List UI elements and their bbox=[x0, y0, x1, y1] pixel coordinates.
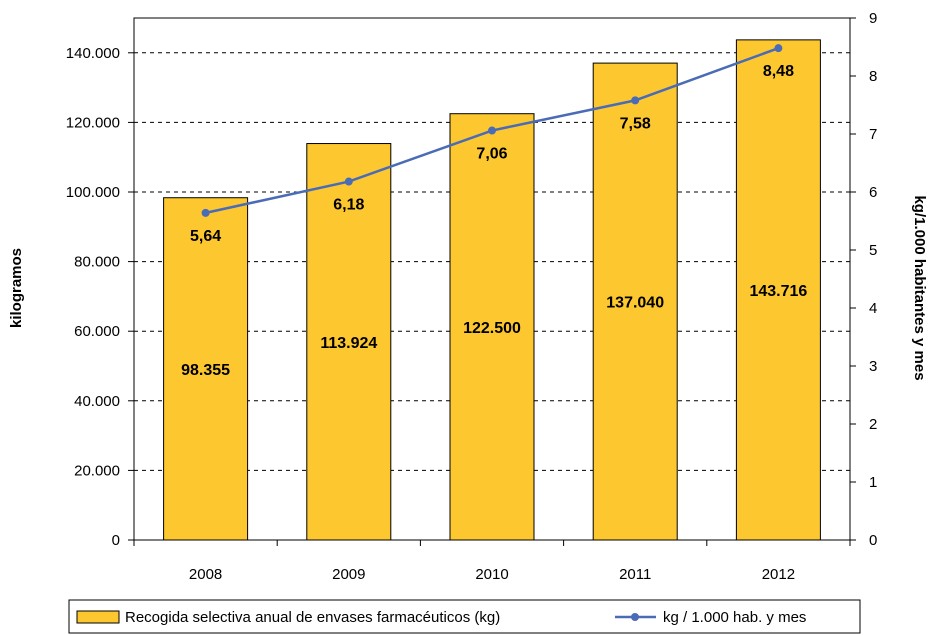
line-point-label: 5,64 bbox=[190, 228, 221, 245]
left-axis-tick-label: 60.000 bbox=[74, 323, 120, 340]
bar-value-label: 143.716 bbox=[749, 283, 807, 300]
left-axis-tick-label: 100.000 bbox=[66, 184, 120, 201]
right-axis-tick-label: 9 bbox=[869, 10, 877, 27]
right-axis-tick-label: 0 bbox=[869, 532, 877, 549]
bar bbox=[449, 113, 535, 541]
right-axis-tick-label: 6 bbox=[869, 184, 877, 201]
line-point bbox=[344, 177, 353, 186]
x-axis-ticks: 2008 2009 2010 2011 2012 bbox=[133, 540, 851, 583]
bar bbox=[592, 62, 678, 541]
line-point-label: 7,06 bbox=[476, 146, 507, 163]
x-axis-category-label: 2011 bbox=[619, 566, 651, 583]
left-axis-ticks: 0 20.000 40.000 60.000 80.000 100.000 120.000 1… bbox=[66, 45, 134, 549]
right-axis-tick-label: 5 bbox=[869, 242, 877, 259]
left-axis-tick-label: 140.000 bbox=[66, 45, 120, 62]
bar bbox=[306, 143, 392, 541]
x-axis-category-label: 2010 bbox=[475, 566, 508, 583]
legend-line-label: kg / 1.000 hab. y mes bbox=[663, 609, 806, 626]
right-axis-tick-label: 3 bbox=[869, 358, 877, 375]
right-axis-tick-label: 1 bbox=[869, 474, 877, 491]
right-axis-ticks: 0 1 2 3 4 5 6 7 8 9 bbox=[850, 10, 877, 549]
line-point-label: 8,48 bbox=[763, 63, 794, 80]
left-axis-tick-label: 20.000 bbox=[74, 462, 120, 479]
right-axis-tick-label: 8 bbox=[869, 68, 877, 85]
right-axis-tick-label: 7 bbox=[869, 126, 877, 143]
line-point-label: 6,18 bbox=[333, 197, 364, 214]
right-axis-tick-label: 2 bbox=[869, 416, 877, 433]
bar-value-label: 122.500 bbox=[463, 320, 521, 337]
line-series: 5,64 6,18 7,06 7,58 8,48 bbox=[190, 44, 794, 245]
x-axis-category-label: 2012 bbox=[762, 566, 795, 583]
bar-value-labels: 98.355 113.924 122.500 137.040 143.716 bbox=[181, 283, 807, 379]
bar-value-label: 137.040 bbox=[606, 295, 664, 312]
left-axis-tick-label: 120.000 bbox=[66, 114, 120, 131]
right-axis-tick-label: 4 bbox=[869, 300, 877, 317]
bar bbox=[163, 197, 249, 541]
legend: Recogida selectiva anual de envases farm… bbox=[68, 599, 861, 634]
x-axis-category-label: 2009 bbox=[332, 566, 365, 583]
bar-value-label: 113.924 bbox=[320, 335, 377, 352]
axes bbox=[133, 17, 851, 541]
bar bbox=[735, 39, 821, 541]
legend-box bbox=[68, 599, 861, 634]
line-point bbox=[201, 208, 210, 217]
line-point bbox=[774, 44, 783, 53]
legend-line-marker bbox=[631, 613, 639, 621]
line-point bbox=[488, 126, 496, 135]
x-axis-category-label: 2008 bbox=[189, 566, 222, 583]
left-axis-tick-label: 80.000 bbox=[74, 254, 120, 271]
left-axis-title: kilogramos bbox=[8, 248, 25, 328]
legend-bar-swatch bbox=[76, 610, 120, 624]
bar-series bbox=[163, 39, 821, 541]
right-axis-title: kg/1.000 habitantes y mes bbox=[911, 195, 928, 380]
bar-value-label: 98.355 bbox=[181, 362, 230, 379]
left-axis-tick-label: 0 bbox=[112, 532, 120, 549]
line-point bbox=[631, 96, 640, 105]
line-point-label: 7,58 bbox=[620, 115, 651, 132]
left-axis-tick-label: 40.000 bbox=[74, 393, 120, 410]
legend-bar-label: Recogida selectiva anual de envases farm… bbox=[125, 609, 500, 626]
plot-area-border bbox=[133, 17, 851, 541]
